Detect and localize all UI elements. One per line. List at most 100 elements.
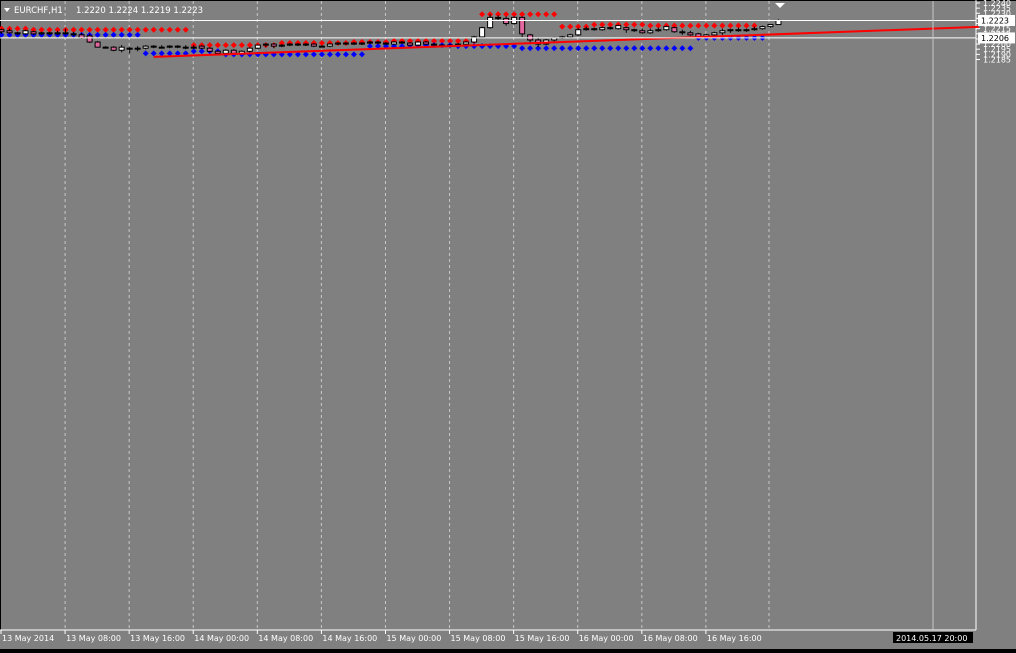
time-axis-panel[interactable] [0,630,1016,649]
time-tick-label: 16 May 16:00 [707,634,762,643]
support-dot [374,43,381,50]
resistance-dot [695,22,702,29]
resistance-dot [86,26,93,33]
candle-bull [463,41,470,45]
support-dot [94,31,101,38]
resistance-dot [246,42,253,49]
resistance-dot [567,23,574,30]
resistance-dot [511,11,518,18]
price-tick-label: 1.2190 [983,50,1011,59]
resistance-dot [118,26,125,33]
support-dot [126,31,133,38]
price-tick-label: 1.2240 [983,0,1011,8]
candle-bull [487,16,494,29]
candle-bear [126,47,133,50]
resistance-dot [222,42,229,49]
candle-bear [62,32,69,35]
candle-bull [727,29,734,32]
resistance-dot [38,26,45,33]
candle-bear [374,41,381,44]
support-dot [326,51,333,58]
candle-bear [150,45,157,48]
support-dot [679,45,686,52]
time-tick-label: 14 May 00:00 [194,634,249,643]
support-dot [358,51,365,58]
candle-bear [350,42,357,45]
support-dot [158,50,165,57]
candle-bear [230,49,237,54]
candle-bear [679,31,686,34]
candle-bull [599,27,606,31]
candle-bull [318,45,325,48]
candle-bull [182,46,189,49]
candle-bear [382,42,389,45]
resistance-dot [735,22,742,29]
support-dot [615,45,622,52]
candle-bear [46,32,53,35]
time-tick-label: 16 May 08:00 [643,634,698,643]
candle-bear [423,41,430,45]
resistance-dot [455,38,462,45]
resistance-dot [447,38,454,45]
candle-bull [158,46,165,49]
price-axis-panel[interactable] [976,1,1016,630]
price-tick-label: 1.2185 [983,55,1011,64]
resistance-dot [238,42,245,49]
resistance-dot [174,26,181,33]
candle-bear [70,33,77,36]
resistance-dot [551,11,558,18]
crosshair-time-label: 2014.05.17 20:00 [896,634,967,643]
candle-bear [214,50,221,54]
resistance-dot [743,22,750,29]
chart-shift-marker-icon[interactable] [775,3,785,8]
price-tick-label: 1.2215 [983,25,1011,34]
support-dot [607,45,614,52]
support-dot [583,45,590,52]
candle-bear [591,28,598,31]
support-dot [535,45,542,52]
resistance-dot [230,42,237,49]
resistance-dot [46,26,53,33]
candles-series[interactable] [0,14,782,56]
candle-bear [30,31,37,35]
candle-bear [607,27,614,30]
ohlc-readout: 1.2220 1.2224 1.2219 1.2223 [76,6,203,16]
support-dot [527,45,534,52]
chart-menu-arrow-icon[interactable] [4,8,10,12]
support-dot [302,51,309,58]
resistance-dot [407,38,414,45]
candle-bull [390,41,397,45]
support-dot [639,45,646,52]
resistance-dot [318,40,325,47]
resistance-dot [559,23,566,30]
plot-area[interactable] [1,1,976,630]
resistance-dot [14,25,21,32]
support-dot [142,50,149,57]
resistance-dot [166,26,173,33]
resistance-dot [647,22,654,29]
support-dot [110,31,117,38]
candle-bear [407,42,414,46]
candle-bull [334,42,341,45]
time-tick-label: 15 May 08:00 [451,634,506,643]
support-dot [543,45,550,52]
candle-bear [735,29,742,32]
candle-bear [110,46,117,51]
resistance-dot [503,11,510,18]
trendline[interactable] [153,25,979,58]
candle-bull [711,32,718,36]
time-tick-label: 14 May 16:00 [322,634,377,643]
support-dot [190,48,197,55]
candle-bear [198,45,205,49]
resistance-dot [527,11,534,18]
resistance-dot [751,22,758,29]
candle-bull [615,25,622,30]
candle-bull [142,45,149,49]
resistance-dot [150,26,157,33]
resistance-dot [535,11,542,18]
resistance-dot [54,26,61,33]
support-dot [318,51,325,58]
resistance-dot [158,26,165,33]
